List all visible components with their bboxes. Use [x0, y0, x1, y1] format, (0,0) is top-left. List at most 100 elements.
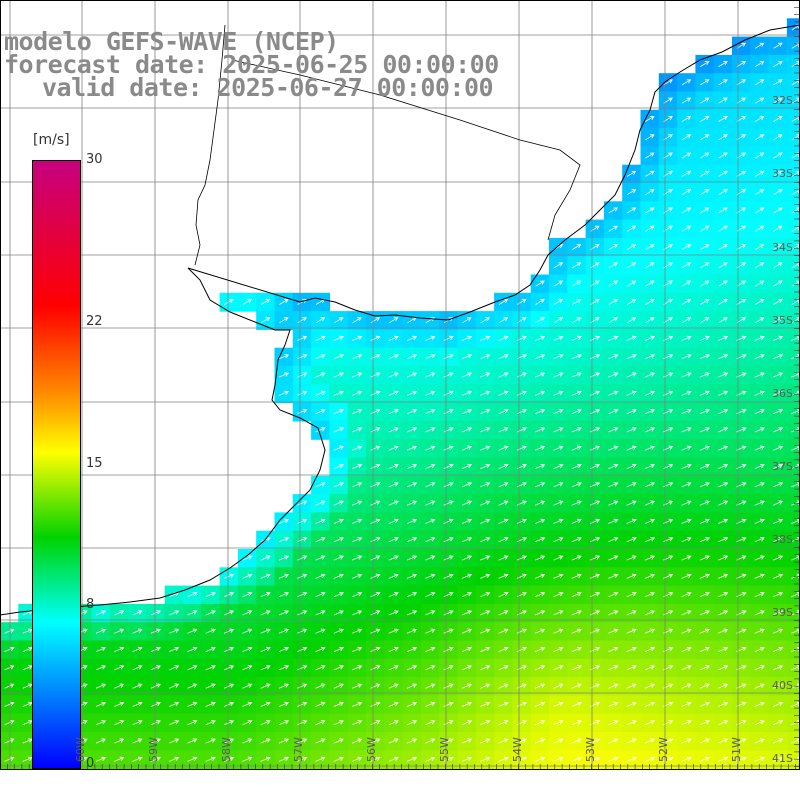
wind-arrow: [352, 409, 363, 415]
wind-cell: [786, 128, 800, 147]
wind-arrow: [644, 537, 656, 543]
wind-cell: [640, 109, 660, 129]
wind-arrow: [700, 134, 710, 141]
wind-cell: [311, 292, 330, 312]
wind-cell: [768, 36, 788, 56]
wind-arrow: [333, 463, 344, 469]
wind-cell: [786, 18, 800, 38]
wind-cell: [695, 219, 715, 239]
wind-arrow: [681, 720, 692, 726]
wind-arrow: [626, 628, 637, 634]
wind-arrow: [553, 592, 564, 598]
lat-lon-grid: [0, 0, 800, 770]
wind-arrow: [608, 280, 619, 287]
longitude-label: 51W: [730, 737, 743, 762]
wind-cell: [256, 292, 276, 312]
wind-arrow: [443, 573, 454, 579]
wind-arrow: [169, 646, 180, 652]
wind-arrow: [498, 592, 509, 598]
wind-cell: [732, 311, 751, 330]
wind-arrow: [388, 573, 399, 579]
wind-arrow: [370, 592, 381, 598]
wind-arrow: [352, 610, 363, 616]
wind-cell: [695, 274, 715, 294]
wind-arrow: [754, 500, 765, 506]
wind-arrow: [150, 720, 161, 726]
wind-cell: [750, 183, 770, 202]
wind-arrow: [461, 720, 473, 726]
wind-arrow: [608, 262, 619, 269]
wind-arrow: [95, 738, 107, 744]
latitude-label: 35S: [772, 314, 793, 327]
wind-arrow: [443, 427, 454, 433]
wind-arrow: [791, 207, 800, 214]
wind-arrow: [223, 610, 235, 616]
wind-cell: [695, 164, 715, 184]
wind-arrow: [297, 628, 308, 634]
wind-cell: [329, 311, 349, 330]
wind-arrow: [553, 738, 564, 744]
wind-arrow: [681, 537, 692, 543]
wind-arrow: [480, 573, 491, 579]
wind-arrow: [205, 646, 216, 652]
wind-arrow: [315, 555, 326, 561]
wind-arrow: [645, 134, 655, 141]
wind-arrow: [644, 427, 656, 433]
wind-arrow: [370, 317, 381, 324]
wind-arrow: [242, 756, 253, 762]
wind-arrow: [772, 335, 784, 341]
wind-cell: [530, 292, 550, 312]
wind-arrow: [699, 756, 710, 762]
wind-arrow: [461, 592, 473, 598]
wind-arrow: [443, 518, 454, 524]
wind-arrow: [571, 427, 582, 433]
longitude-label: 53W: [584, 737, 597, 762]
wind-arrow: [333, 573, 344, 579]
latitude-label: 34S: [772, 241, 793, 254]
wind-arrow: [516, 592, 527, 598]
wind-arrow: [516, 683, 527, 689]
wind-arrow: [370, 701, 381, 707]
wind-arrow: [571, 756, 582, 762]
wind-arrow: [315, 482, 326, 488]
wind-arrow: [535, 720, 546, 726]
wind-cell: [732, 219, 751, 239]
wind-arrow: [150, 610, 161, 616]
wind-arrow: [315, 738, 326, 744]
wind-arrow: [315, 628, 326, 634]
wind-arrow: [388, 646, 399, 652]
wind-arrow: [443, 610, 454, 616]
wind-cell: [567, 292, 587, 312]
wind-arrow: [187, 665, 198, 671]
wind-arrow: [754, 115, 765, 122]
wind-arrow: [297, 756, 308, 762]
wind-arrow: [297, 573, 308, 579]
wind-arrow: [333, 427, 344, 433]
wind-arrow: [535, 610, 546, 616]
wind-cell: [658, 292, 678, 312]
wind-arrow: [132, 646, 143, 652]
wind-arrow: [461, 482, 473, 488]
wind-cell: [786, 54, 800, 74]
wind-arrow: [333, 720, 344, 726]
wind-cell: [603, 219, 623, 239]
wind-arrow: [571, 592, 582, 598]
wind-cell: [439, 311, 459, 330]
wind-arrow: [224, 298, 234, 305]
wind-arrow: [297, 738, 308, 744]
wind-cell: [732, 201, 751, 221]
wind-arrow: [553, 610, 564, 616]
wind-arrow: [114, 756, 125, 762]
wind-arrow: [700, 97, 710, 104]
wind-arrow: [223, 701, 235, 707]
wind-arrow: [626, 317, 637, 324]
wind-arrow: [297, 537, 308, 543]
wind-arrow: [718, 683, 729, 689]
wind-arrow: [425, 592, 436, 598]
wind-arrow: [388, 518, 399, 524]
wind-cell: [750, 219, 770, 239]
wind-cell: [677, 91, 696, 111]
wind-arrow: [278, 610, 290, 616]
wind-cell: [786, 677, 800, 696]
